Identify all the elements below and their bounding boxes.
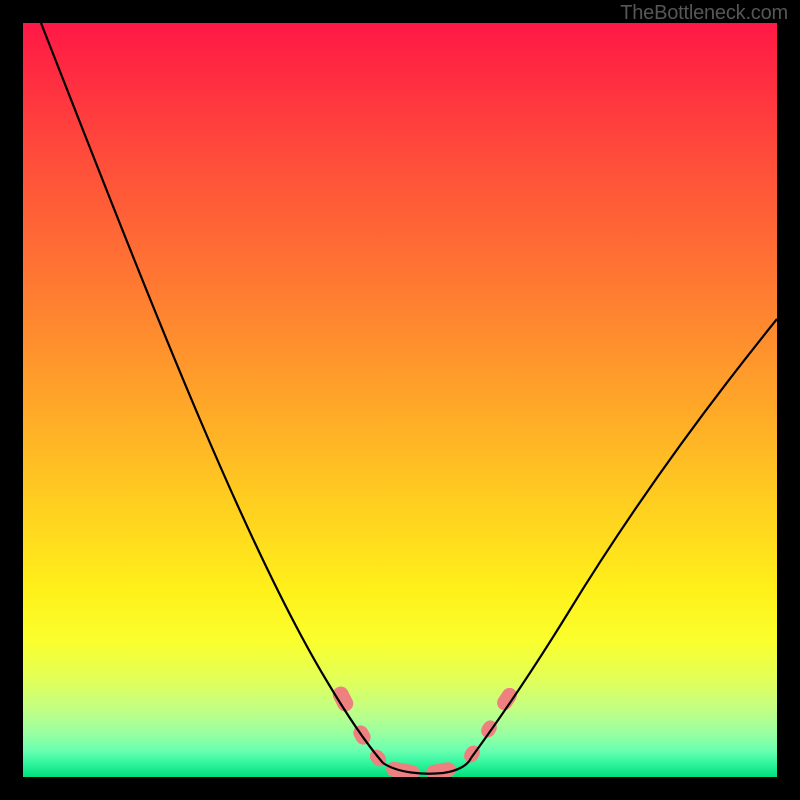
watermark-text: TheBottleneck.com [620, 2, 788, 25]
plot-area [23, 23, 777, 777]
gradient-background [23, 23, 777, 777]
